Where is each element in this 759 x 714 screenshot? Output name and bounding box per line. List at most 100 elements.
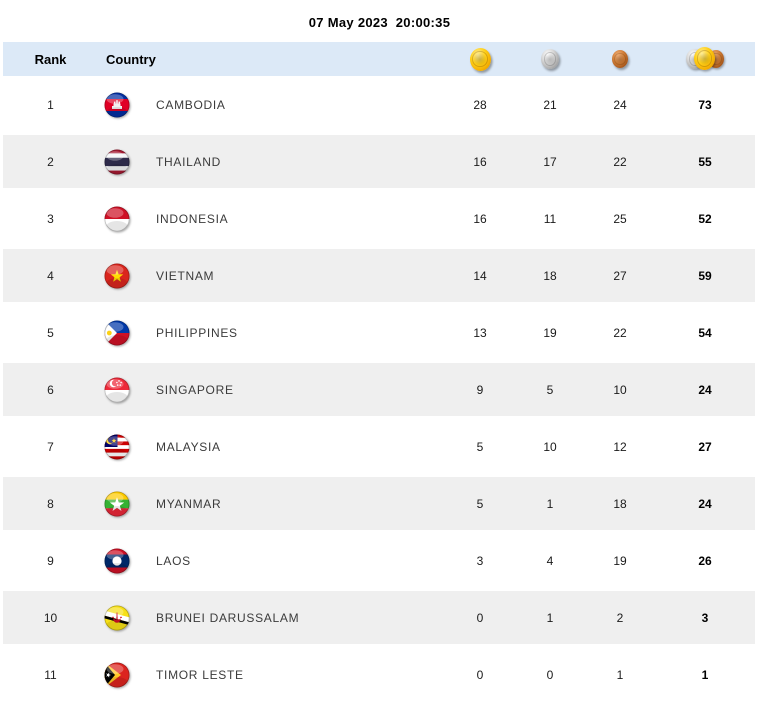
silver-count: 18 [543,268,557,283]
table-row: 1 CAMBODIA 28 21 24 73 [3,76,755,133]
table-header: Rank Country [3,42,755,76]
flag-philippines-icon [104,319,130,346]
total-count: 52 [698,211,712,226]
bronze-count: 22 [613,325,627,340]
bronze-count: 24 [613,97,627,112]
country-name: VIETNAM [156,268,215,283]
country-cell: MALAYSIA [98,433,445,460]
table-row: 4 VIETNAM 14 18 27 59 [3,247,755,304]
gold-medal-icon [469,47,491,71]
gold-count: 5 [476,439,484,454]
table-row: 8 MYANMAR 5 1 18 24 [3,475,755,532]
total-count: 27 [698,439,712,454]
rank-cell: 8 [47,496,54,511]
silver-column-header [515,49,585,69]
bronze-column-header [585,50,655,68]
flag-malaysia-icon [104,433,130,460]
rank-cell: 6 [47,382,54,397]
country-cell: TIMOR LESTE [98,661,445,688]
flag-brunei-icon [104,604,130,631]
timestamp: 07 May 2023 20:00:35 [308,15,451,30]
silver-count: 0 [546,667,554,682]
gold-column-header [445,47,515,71]
bronze-count: 22 [613,154,627,169]
country-name: INDONESIA [156,211,229,226]
country-name: PHILIPPINES [156,325,238,340]
total-count: 73 [698,97,712,112]
country-name: LAOS [156,553,191,568]
rank-cell: 2 [47,154,54,169]
silver-count: 21 [543,97,557,112]
bronze-count: 1 [616,667,624,682]
bronze-count: 19 [613,553,627,568]
gold-count: 13 [473,325,487,340]
country-cell: INDONESIA [98,205,445,232]
total-gold-coin-icon [694,47,715,70]
table-row: 2 THAILAND 16 17 22 55 [3,133,755,190]
country-name: CAMBODIA [156,97,226,112]
flag-cambodia-icon [104,91,130,118]
bronze-count: 2 [616,610,624,625]
table-row: 5 PHILIPPINES 13 19 22 54 [3,304,755,361]
rank-column-header: Rank [34,51,67,67]
table-row: 3 INDONESIA 16 11 25 52 [3,190,755,247]
bronze-count: 25 [613,211,627,226]
gold-count: 9 [476,382,484,397]
flag-thailand-icon [104,148,130,175]
bronze-count: 27 [613,268,627,283]
country-cell: LAOS [98,547,445,574]
silver-count: 4 [546,553,554,568]
gold-count: 3 [476,553,484,568]
silver-count: 5 [546,382,554,397]
flag-singapore-icon [104,376,130,403]
silver-count: 11 [543,211,557,226]
flag-vietnam-icon [104,262,130,289]
table-row: 6 SINGAPORE 9 5 10 24 [3,361,755,418]
gold-count: 14 [473,268,487,283]
country-cell: CAMBODIA [98,91,445,118]
table-body: 1 CAMBODIA 28 21 24 73 [3,76,755,703]
country-cell: VIETNAM [98,262,445,289]
total-count: 54 [698,325,712,340]
rank-cell: 4 [47,268,54,283]
silver-count: 17 [543,154,557,169]
rank-cell: 5 [47,325,54,340]
country-name: MYANMAR [156,496,222,511]
silver-count: 10 [543,439,557,454]
rank-cell: 7 [47,439,54,454]
bronze-medal-icon [612,50,628,68]
total-medals-icon [686,47,724,71]
medal-table: Rank Country 1 [3,42,755,703]
table-row: 7 MALAYSIA 5 10 12 27 [3,418,755,475]
silver-count: 19 [543,325,557,340]
silver-medal-icon [541,49,559,69]
silver-count: 1 [546,496,554,511]
country-cell: MYANMAR [98,490,445,517]
rank-cell: 1 [47,97,54,112]
table-row: 10 BRUNEI DARUSSALAM 0 1 2 3 [3,589,755,646]
rank-cell: 11 [44,667,57,682]
total-count: 26 [698,553,712,568]
flag-timor_leste-icon [104,661,130,688]
flag-laos-icon [104,547,130,574]
total-count: 59 [698,268,712,283]
bronze-count: 10 [613,382,627,397]
gold-count: 28 [473,97,487,112]
rank-cell: 3 [47,211,54,226]
total-count: 24 [698,496,712,511]
country-name: MALAYSIA [156,439,221,454]
rank-cell: 9 [47,553,54,568]
country-column-header: Country [106,51,156,67]
gold-count: 16 [473,154,487,169]
country-cell: THAILAND [98,148,445,175]
flag-myanmar-icon [104,490,130,517]
total-count: 1 [701,667,709,682]
gold-count: 5 [476,496,484,511]
gold-count: 0 [476,610,484,625]
gold-count: 16 [473,211,487,226]
table-row: 11 TIMOR LESTE 0 0 1 1 [3,646,755,703]
flag-indonesia-icon [104,205,130,232]
country-cell: PHILIPPINES [98,319,445,346]
country-name: TIMOR LESTE [156,667,244,682]
country-cell: SINGAPORE [98,376,445,403]
